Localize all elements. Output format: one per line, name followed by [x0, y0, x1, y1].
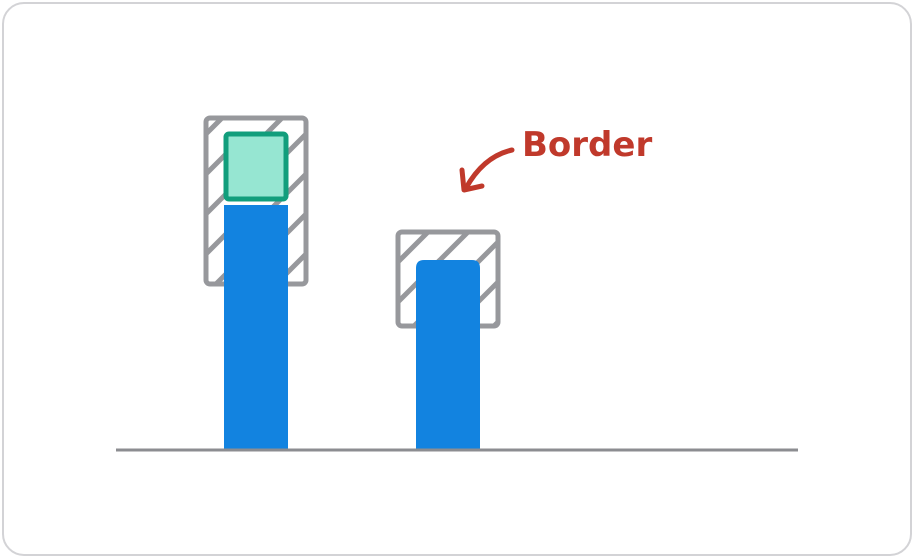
- curved-arrow-icon: [459, 147, 515, 193]
- annotation-label: Border: [522, 125, 652, 165]
- bar-right: [416, 260, 480, 450]
- highlight-segment: [223, 131, 289, 202]
- bar-left: [224, 205, 288, 450]
